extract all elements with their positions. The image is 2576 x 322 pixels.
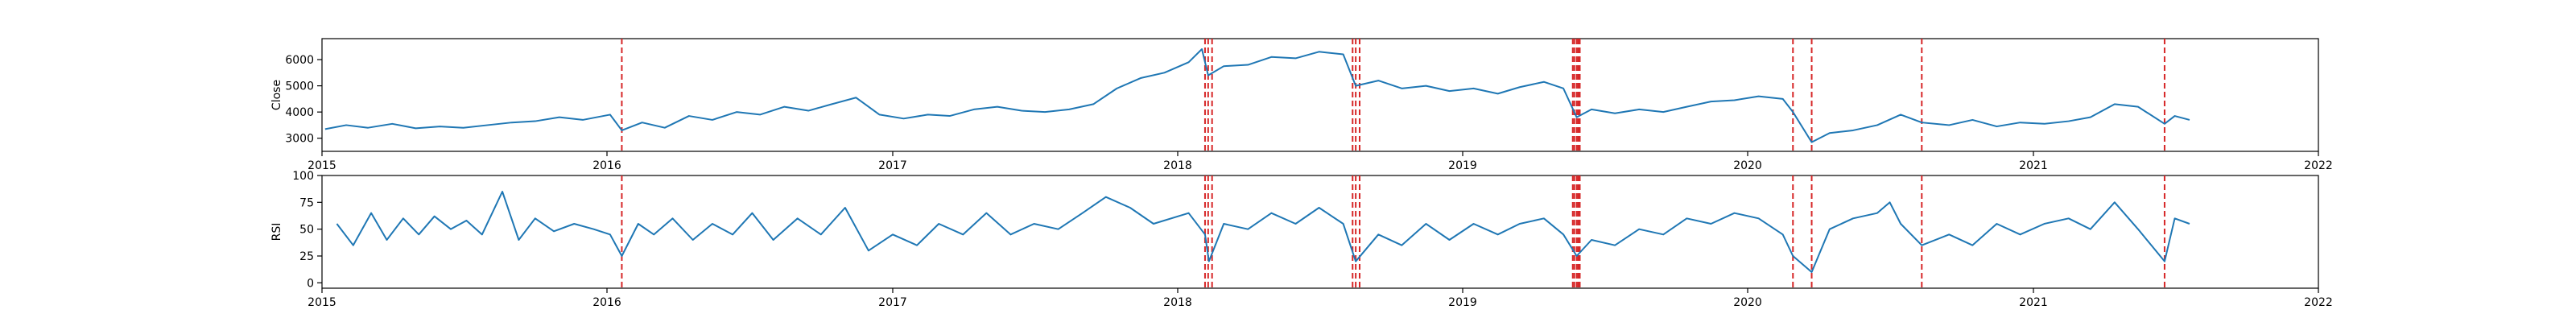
rsi-panel: 0 25 50 75 100 2015 2016 2017 2018 2019 2020 2021 20… bbox=[270, 170, 2333, 309]
y-tick-label-rsi-0: 0 bbox=[307, 277, 314, 290]
y-tick-label-close-0: 3000 bbox=[285, 133, 314, 146]
x-tick-label-close-6: 2021 bbox=[2019, 159, 2048, 172]
x-tick-label-close-3: 2018 bbox=[1163, 159, 1192, 172]
x-tick-label-close-2: 2017 bbox=[878, 159, 907, 172]
x-tick-label-rsi-2: 2017 bbox=[878, 296, 907, 309]
x-tick-label-rsi-0: 2015 bbox=[308, 296, 336, 309]
x-tick-label-rsi-5: 2020 bbox=[1733, 296, 1762, 309]
y-tick-label-rsi-2: 50 bbox=[299, 224, 314, 237]
y-tick-label-close-3: 6000 bbox=[285, 54, 314, 67]
y-tick-label-rsi-1: 25 bbox=[299, 250, 314, 263]
y-axis-label-close: Close bbox=[270, 80, 283, 110]
y-tick-label-close-1: 4000 bbox=[285, 106, 314, 119]
x-tick-label-rsi-4: 2019 bbox=[1448, 296, 1477, 309]
y-tick-label-close-2: 5000 bbox=[285, 80, 314, 93]
x-tick-label-close-0: 2015 bbox=[308, 159, 336, 172]
rsi-series-line bbox=[336, 191, 2190, 273]
close-series-line bbox=[324, 48, 2190, 143]
x-tick-label-close-7: 2022 bbox=[2304, 159, 2333, 172]
y-axis-label-rsi: RSI bbox=[270, 223, 283, 242]
x-tick-label-close-4: 2019 bbox=[1448, 159, 1477, 172]
x-tick-label-rsi-3: 2018 bbox=[1163, 296, 1192, 309]
x-tick-label-close-1: 2016 bbox=[592, 159, 621, 172]
x-tick-label-rsi-1: 2016 bbox=[592, 296, 621, 309]
axes-frame bbox=[321, 175, 2319, 289]
axes-frame bbox=[321, 38, 2319, 152]
y-tick-label-rsi-4: 100 bbox=[292, 170, 314, 183]
x-tick-label-rsi-6: 2021 bbox=[2019, 296, 2048, 309]
x-tick-label-rsi-7: 2022 bbox=[2304, 296, 2333, 309]
x-tick-label-close-5: 2020 bbox=[1733, 159, 1762, 172]
y-tick-label-rsi-3: 75 bbox=[299, 196, 314, 209]
close-price-panel: 3000 4000 5000 6000 2015 2016 2017 2018 2019 2020… bbox=[270, 38, 2333, 172]
